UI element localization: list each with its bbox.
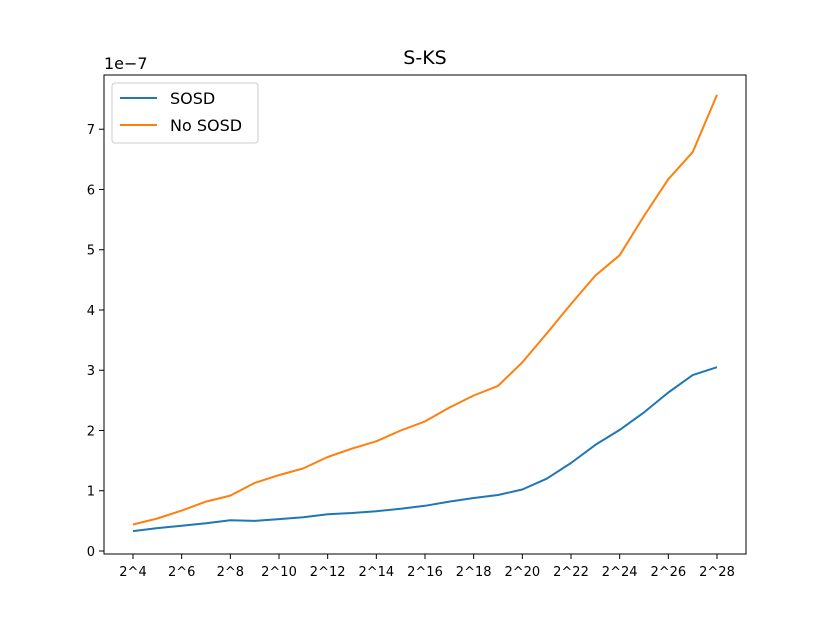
y-tick-label: 6 <box>87 183 95 198</box>
x-tick-label: 2^8 <box>217 565 244 580</box>
y-tick-label: 4 <box>87 304 95 319</box>
y-tick-label: 5 <box>87 244 95 259</box>
series-line-sosd <box>132 366 718 533</box>
x-tick-label: 2^16 <box>407 565 443 580</box>
y-tick-label: 7 <box>87 123 95 138</box>
legend: SOSD No SOSD <box>111 82 259 144</box>
series-line-no-sosd <box>132 94 718 526</box>
x-tick-label: 2^28 <box>699 565 735 580</box>
x-tick-label: 2^6 <box>168 565 195 580</box>
x-tick-label: 2^20 <box>504 565 540 580</box>
x-tick-label: 2^12 <box>310 565 346 580</box>
y-axis-offset-label: 1e−7 <box>104 54 148 73</box>
x-tick-label: 2^24 <box>602 565 638 580</box>
x-tick-label: 2^4 <box>119 565 146 580</box>
x-tick-label: 2^22 <box>553 565 589 580</box>
x-tick-label: 2^18 <box>456 565 492 580</box>
y-tick-label: 0 <box>87 545 95 560</box>
legend-label-sosd: SOSD <box>170 89 215 108</box>
x-tick-label: 2^10 <box>261 565 297 580</box>
plot-frame <box>103 74 747 555</box>
legend-label-no-sosd: No SOSD <box>170 116 242 135</box>
x-tick-label: 2^26 <box>650 565 686 580</box>
y-tick-label: 2 <box>87 424 95 439</box>
y-tick-label: 3 <box>87 364 95 379</box>
y-tick-label: 1 <box>87 485 95 500</box>
x-tick-label: 2^14 <box>358 565 394 580</box>
chart-title: S-KS <box>403 47 446 69</box>
